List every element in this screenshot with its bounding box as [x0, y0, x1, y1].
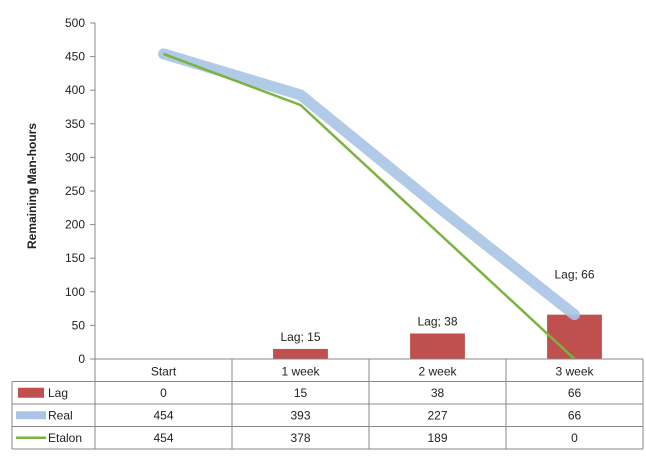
- etalon-line: [163, 52, 576, 360]
- lag-bar: [273, 348, 328, 359]
- y-axis-title: Remaining Man-hours: [25, 123, 39, 249]
- y-tick-label: 300: [65, 150, 85, 164]
- y-tick-label: 200: [65, 218, 85, 232]
- table-cell: 227: [427, 408, 447, 422]
- table-cell: 15: [294, 386, 308, 400]
- lag-data-label: Lag; 66: [554, 268, 594, 282]
- category-label: 1 week: [281, 364, 320, 378]
- y-tick-label: 150: [65, 251, 85, 265]
- y-tick-label: 250: [65, 184, 85, 198]
- data-labels: Lag; 15 Lag; 38 Lag; 66: [280, 268, 594, 344]
- lag-data-label: Lag; 15: [280, 330, 320, 344]
- table-cell: 66: [568, 408, 582, 422]
- lag-bar: [547, 314, 602, 359]
- y-tick-label: 0: [78, 352, 85, 366]
- series-lines: [158, 48, 580, 360]
- y-tick-label: 100: [65, 285, 85, 299]
- y-tick-label: 50: [72, 318, 86, 332]
- lag-bars: [273, 314, 602, 359]
- category-label: 2 week: [418, 364, 457, 378]
- y-tick-label: 500: [65, 16, 85, 30]
- table-cell: 0: [160, 386, 167, 400]
- legend-label: Lag: [48, 386, 68, 400]
- y-tick-label: 350: [65, 117, 85, 131]
- table-cell: 378: [290, 431, 310, 445]
- lag-data-label: Lag; 38: [417, 314, 457, 328]
- table-cell: 0: [571, 431, 578, 445]
- y-axis: 0 50 100 150 200 250 300 350 400 450 500: [65, 16, 96, 366]
- lag-bar: [410, 333, 465, 359]
- table-cell: 454: [153, 408, 173, 422]
- table-cell: 66: [568, 386, 582, 400]
- table-cell: 393: [290, 408, 310, 422]
- table-cell: 38: [431, 386, 445, 400]
- table-cell: 454: [153, 431, 173, 445]
- table-cell: 189: [427, 431, 447, 445]
- legend-label: Etalon: [48, 431, 82, 445]
- legend-label: Real: [48, 408, 73, 422]
- y-tick-label: 450: [65, 50, 85, 64]
- data-table: Start 1 week 2 week 3 week Lag 0 15 38 66 Real 454…: [11, 358, 644, 450]
- legend-key-lag: [18, 387, 44, 398]
- y-tick-label: 400: [65, 83, 85, 97]
- category-label: 3 week: [555, 364, 594, 378]
- category-label: Start: [151, 364, 177, 378]
- real-line: [158, 48, 580, 321]
